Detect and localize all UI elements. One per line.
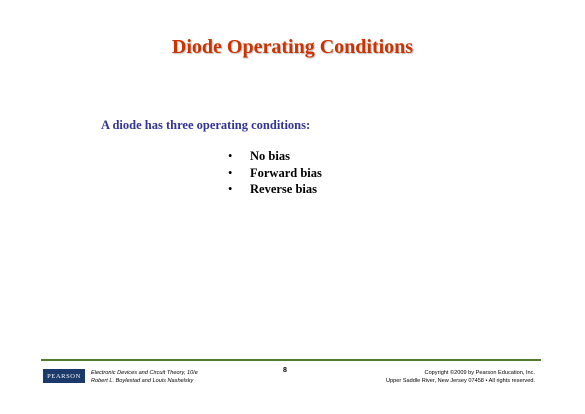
- logo-text: PEARSON: [47, 372, 81, 380]
- footer-book-info: Electronic Devices and Circuit Theory, 1…: [91, 369, 198, 385]
- address-line: Upper Saddle River, New Jersey 07458 • A…: [385, 378, 535, 384]
- bullet-item-no-bias: • No bias: [228, 148, 322, 165]
- bullet-icon: •: [228, 165, 233, 180]
- footer-divider: [41, 359, 541, 361]
- footer-copyright: Copyright ©2009 by Pearson Education, In…: [386, 369, 535, 385]
- copyright-line: Copyright ©2009 by Pearson Education, In…: [424, 370, 535, 376]
- bullet-icon: •: [228, 149, 233, 163]
- bullet-label: Reverse bias: [250, 182, 317, 196]
- book-title: Electronic Devices and Circuit Theory, 1…: [91, 370, 198, 376]
- bullet-label: No bias: [250, 149, 290, 163]
- bullet-item-forward-bias: • Forward bias: [228, 165, 322, 182]
- bullet-icon: •: [228, 182, 233, 196]
- bullet-list: • No bias • Forward bias • Reverse bias: [228, 148, 322, 198]
- slide-title: Diode Operating Conditions: [171, 36, 414, 58]
- slide-subtitle: A diode has three operating conditions:: [101, 118, 311, 132]
- page-number: 8: [283, 367, 287, 374]
- bullet-item-reverse-bias: • Reverse bias: [228, 181, 322, 198]
- pearson-logo: PEARSON: [43, 369, 85, 383]
- bullet-label: Forward bias: [250, 165, 322, 180]
- book-authors: Robert L. Boylestad and Louis Nashelsky: [91, 378, 194, 384]
